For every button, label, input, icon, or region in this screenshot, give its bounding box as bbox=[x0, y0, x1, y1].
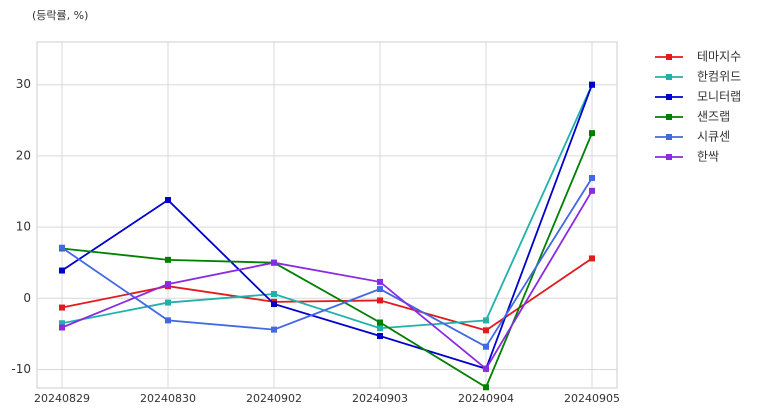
point-marker bbox=[377, 297, 383, 304]
point-marker bbox=[377, 286, 383, 293]
point-marker bbox=[483, 327, 489, 334]
legend-label: 테마지수 bbox=[697, 50, 741, 64]
x-tick-label: 20240903 bbox=[352, 392, 408, 405]
legend-marker bbox=[666, 94, 672, 100]
point-marker bbox=[59, 324, 65, 331]
series-line bbox=[61, 190, 593, 371]
x-tick-label: 20240829 bbox=[34, 392, 90, 405]
legend-label: 모니터랩 bbox=[697, 90, 741, 104]
y-tick-label: 10 bbox=[16, 220, 31, 234]
x-tick-label: 20240904 bbox=[458, 392, 514, 405]
legend-marker bbox=[666, 74, 672, 80]
point-marker bbox=[59, 320, 65, 327]
point-marker bbox=[483, 343, 489, 350]
series-line bbox=[61, 177, 593, 348]
point-marker bbox=[589, 130, 595, 137]
point-marker bbox=[589, 255, 595, 262]
point-marker bbox=[589, 187, 595, 194]
y-axis-label: (등락률, %) bbox=[32, 9, 88, 22]
point-marker bbox=[271, 300, 277, 307]
y-tick-label: -10 bbox=[11, 362, 31, 376]
y-tick-label: 0 bbox=[23, 291, 31, 305]
point-marker bbox=[165, 317, 171, 324]
x-tick-label: 20240905 bbox=[564, 392, 620, 405]
point-marker bbox=[165, 197, 171, 204]
legend-label: 한싹 bbox=[697, 150, 719, 164]
legend-marker bbox=[666, 114, 672, 120]
legend-marker bbox=[666, 154, 672, 160]
legend-label: 샌즈랩 bbox=[697, 110, 730, 124]
point-marker bbox=[589, 174, 595, 181]
point-marker bbox=[483, 317, 489, 324]
legend-label: 시큐센 bbox=[697, 130, 730, 144]
series-line bbox=[61, 84, 593, 330]
point-marker bbox=[483, 384, 489, 391]
legend-marker bbox=[666, 134, 672, 140]
x-tick-label: 20240902 bbox=[246, 392, 302, 405]
plot-frame bbox=[36, 41, 618, 389]
series-line bbox=[61, 132, 593, 389]
legend-label: 한컴위드 bbox=[697, 70, 741, 84]
point-marker bbox=[377, 333, 383, 340]
point-marker bbox=[377, 319, 383, 326]
point-marker bbox=[165, 256, 171, 263]
point-marker bbox=[377, 325, 383, 332]
point-marker bbox=[271, 326, 277, 333]
point-marker bbox=[271, 259, 277, 266]
series-line bbox=[61, 84, 593, 370]
x-tick-label: 20240830 bbox=[140, 392, 196, 405]
point-marker bbox=[271, 291, 277, 298]
point-marker bbox=[59, 304, 65, 311]
point-marker bbox=[483, 365, 489, 372]
point-marker bbox=[165, 299, 171, 306]
point-marker bbox=[589, 81, 595, 88]
point-marker bbox=[377, 278, 383, 285]
point-marker bbox=[59, 244, 65, 251]
y-tick-label: 30 bbox=[16, 77, 31, 91]
point-marker bbox=[165, 281, 171, 288]
point-marker bbox=[59, 267, 65, 274]
y-tick-label: 20 bbox=[16, 148, 31, 162]
legend-marker bbox=[666, 54, 672, 60]
